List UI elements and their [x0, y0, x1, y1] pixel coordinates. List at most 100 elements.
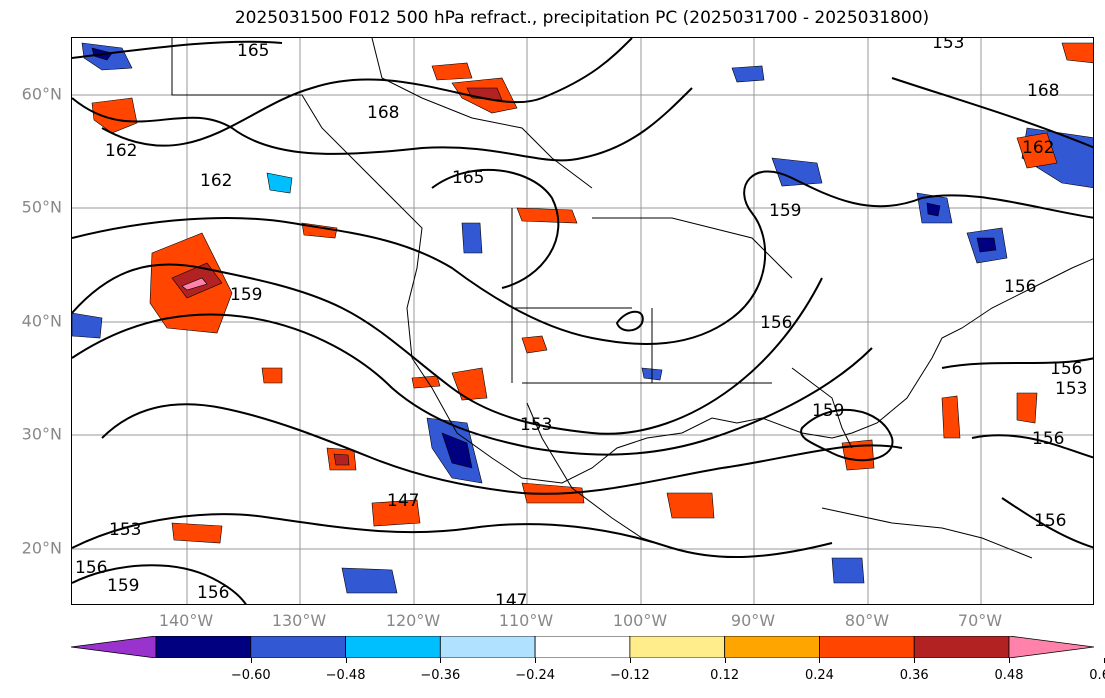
precip-patch [831, 557, 865, 584]
refractivity-contours [72, 38, 1093, 604]
lat-label-60n: 60°N [21, 84, 62, 104]
colorbar-tick-mark [440, 658, 442, 663]
colorbar [71, 636, 1094, 658]
colorbar-tick-label: −0.60 [230, 668, 271, 683]
contour-label: 168 [367, 103, 399, 123]
contour-label: 168 [1027, 81, 1059, 101]
precip-patch [72, 312, 103, 339]
contour-label: 156 [760, 313, 792, 333]
precip-patch [521, 335, 548, 354]
precip-patch [431, 62, 473, 81]
contour-label: 153 [109, 520, 141, 540]
contour-line [891, 77, 1093, 149]
precip-patch [666, 492, 715, 519]
contour-line [72, 170, 1093, 345]
precip-patch [411, 375, 441, 389]
colorbar-segment [250, 636, 346, 658]
precip-patches [72, 42, 1093, 594]
map-canvas: 165 168 162 162 165 159 159 156 156 156 … [72, 38, 1093, 605]
colorbar-segment [913, 636, 1010, 658]
lon-label-100w: 100°W [612, 611, 668, 630]
contour-label: 156 [1034, 511, 1066, 531]
contour-line [941, 357, 1093, 369]
colorbar-tick-label: −0.48 [325, 668, 366, 683]
precip-patch [771, 157, 823, 187]
colorbar-tick-label: −0.12 [609, 668, 650, 683]
precip-patch [1016, 132, 1058, 169]
precip-patch [1061, 42, 1093, 64]
contour-label: 162 [1022, 138, 1054, 158]
colorbar-segment [345, 636, 441, 658]
contour-line [615, 310, 644, 332]
colorbar-segment [724, 636, 820, 658]
colorbar-tick-mark [629, 658, 631, 663]
contour-label: 165 [452, 168, 484, 188]
lat-label-20n: 20°N [21, 538, 62, 558]
contour-label: 153 [932, 38, 964, 53]
colorbar-tick-mark [724, 658, 726, 663]
contour-line [101, 403, 903, 495]
colorbar-tick-mark [345, 658, 347, 663]
contour-line [431, 168, 560, 289]
colorbar-tick-label: 0.24 [804, 668, 834, 683]
colorbar-segment [534, 636, 631, 658]
contour-label: 147 [495, 591, 527, 605]
map-panel: 165 168 162 162 165 159 159 156 156 156 … [71, 37, 1094, 605]
precip-patch [1016, 392, 1038, 424]
lon-label-120w: 120°W [385, 611, 441, 630]
precip-patch [941, 395, 961, 439]
lon-label-110w: 110°W [498, 611, 554, 630]
lat-label-50n: 50°N [21, 197, 62, 217]
precip-patch [841, 439, 875, 471]
colorbar-segment [439, 636, 536, 658]
contour-label: 162 [200, 171, 232, 191]
contour-label: 153 [1055, 379, 1087, 399]
lon-label-140w: 140°W [158, 611, 214, 630]
lon-label-70w: 70°W [957, 611, 1003, 630]
contour-label: 159 [769, 201, 801, 221]
precip-patch [976, 237, 997, 253]
contour-label: 159 [107, 576, 139, 596]
contour-line [72, 313, 873, 456]
colorbar-tick-label: 0.60 [1089, 668, 1105, 683]
colorbar-tick-label: −0.36 [420, 668, 461, 683]
contour-label: 156 [75, 558, 107, 578]
precip-patch [266, 172, 293, 194]
contour-line [72, 263, 823, 435]
colorbar-tick-mark [1103, 658, 1105, 663]
precip-patch [371, 499, 421, 527]
precip-patch [333, 453, 350, 466]
contour-label: 162 [105, 141, 137, 161]
precip-patch [516, 207, 578, 224]
contour-label: 153 [520, 415, 552, 435]
precip-patch [731, 65, 765, 83]
coastlines [171, 38, 1093, 559]
contour-label: 156 [1004, 277, 1036, 297]
precip-patch [441, 432, 473, 469]
contour-line [971, 434, 1093, 459]
colorbar-tick-mark [1009, 658, 1010, 663]
precip-patch [181, 277, 208, 291]
map-title: 2025031500 F012 500 hPa refract., precip… [234, 8, 930, 28]
colorbar-tick-mark [914, 658, 916, 663]
contour-label: 165 [237, 41, 269, 61]
colorbar-tick-label: 0.12 [710, 668, 740, 683]
contour-line [101, 38, 633, 147]
colorbar-tick-label: 0.48 [994, 668, 1024, 683]
colorbar-segment [629, 636, 726, 658]
contour-label: 156 [197, 583, 229, 603]
precip-patch [451, 367, 488, 401]
precip-patch [171, 522, 223, 544]
precip-patch [926, 202, 941, 217]
contour-line [72, 40, 283, 59]
colorbar-tick-mark [535, 658, 537, 663]
lon-label-80w: 80°W [844, 611, 890, 630]
colorbar-tick-mark [819, 658, 821, 663]
lat-label-40n: 40°N [21, 311, 62, 331]
colorbar-extend-low [71, 636, 157, 658]
lat-label-30n: 30°N [21, 424, 62, 444]
contour-label: 159 [812, 401, 844, 421]
contour-line [800, 408, 894, 462]
contour-label: 147 [387, 491, 419, 511]
contour-line [72, 87, 693, 162]
